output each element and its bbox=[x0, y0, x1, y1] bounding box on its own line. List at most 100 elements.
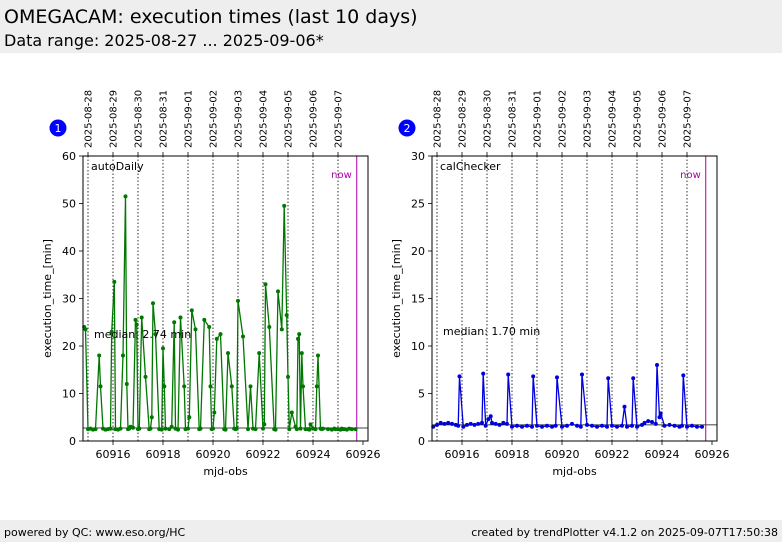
data-point bbox=[121, 353, 125, 358]
data-point bbox=[246, 427, 250, 432]
y-tick-label: 30 bbox=[411, 150, 425, 163]
y-tick-label: 25 bbox=[411, 198, 425, 211]
data-point bbox=[505, 421, 509, 426]
data-point bbox=[314, 384, 319, 389]
data-point bbox=[695, 424, 699, 429]
data-point bbox=[510, 424, 514, 429]
y-tick-label: 60 bbox=[62, 150, 76, 163]
data-point bbox=[442, 421, 447, 426]
data-point bbox=[672, 423, 677, 428]
panel-label: calChecker bbox=[440, 160, 501, 173]
data-point bbox=[273, 427, 278, 432]
panel-number-badge bbox=[49, 119, 67, 137]
data-point bbox=[93, 427, 98, 432]
header-bar: OMEGACAM: execution times (last 10 days)… bbox=[0, 0, 782, 53]
date-tick-label: 2025-09-01 bbox=[184, 90, 195, 148]
median-label: median: 1.70 min bbox=[443, 325, 540, 338]
data-point bbox=[680, 423, 684, 428]
data-point bbox=[461, 424, 466, 429]
data-point bbox=[83, 327, 88, 332]
data-point bbox=[550, 424, 554, 429]
date-tick-label: 2025-08-28 bbox=[433, 90, 444, 148]
panel-number-label: 2 bbox=[404, 122, 411, 135]
data-point bbox=[655, 363, 659, 367]
data-point bbox=[615, 424, 619, 429]
date-tick-label: 2025-09-05 bbox=[284, 90, 295, 148]
data-point bbox=[308, 422, 313, 427]
y-tick-label: 10 bbox=[62, 388, 76, 401]
data-point bbox=[212, 410, 217, 415]
y-tick-label: 20 bbox=[62, 340, 76, 353]
x-tick-label: 60918 bbox=[495, 448, 530, 461]
x-tick-label: 60920 bbox=[545, 448, 580, 461]
panel-number-label: 1 bbox=[55, 122, 62, 135]
data-point bbox=[450, 421, 454, 426]
data-point bbox=[540, 424, 544, 429]
data-point bbox=[530, 424, 534, 429]
data-point bbox=[488, 414, 493, 419]
data-point bbox=[182, 384, 187, 389]
data-point bbox=[620, 423, 624, 428]
data-point bbox=[650, 420, 654, 424]
date-tick-label: 2025-09-06 bbox=[309, 90, 320, 148]
data-point bbox=[349, 427, 354, 432]
date-tick-label: 2025-08-28 bbox=[84, 90, 95, 148]
data-point bbox=[169, 424, 174, 429]
data-point bbox=[685, 424, 689, 429]
data-point bbox=[137, 426, 142, 431]
data-point bbox=[172, 320, 177, 325]
data-point bbox=[515, 423, 519, 428]
date-tick-label: 2025-09-02 bbox=[558, 90, 569, 148]
data-point bbox=[553, 423, 558, 428]
data-point bbox=[657, 415, 662, 420]
data-point bbox=[248, 384, 253, 389]
data-point bbox=[143, 374, 148, 379]
chart-panel-1: 1 2025-08-28 2025-08-29 2025-08-30 2025-08-3… bbox=[41, 90, 381, 478]
data-point bbox=[456, 423, 461, 428]
date-tick-label: 2025-09-04 bbox=[608, 90, 619, 148]
y-axis-label: execution_time_[min] bbox=[41, 239, 54, 358]
data-point bbox=[313, 427, 318, 432]
panel-number-badge bbox=[398, 119, 416, 137]
x-axis-label: mjd-obs bbox=[203, 465, 248, 478]
data-point bbox=[316, 353, 320, 358]
data-point bbox=[326, 427, 330, 432]
now-label: now bbox=[331, 170, 352, 181]
data-point bbox=[131, 425, 135, 430]
y-tick-label: 0 bbox=[418, 435, 425, 448]
x-tick-label: 60916 bbox=[96, 448, 131, 461]
x-tick-label: 60920 bbox=[196, 448, 231, 461]
y-tick-label: 15 bbox=[411, 293, 425, 306]
data-point bbox=[700, 424, 704, 429]
data-point bbox=[187, 415, 192, 420]
data-point bbox=[234, 426, 239, 431]
data-point bbox=[321, 426, 325, 431]
y-tick-label: 50 bbox=[62, 198, 76, 211]
data-point bbox=[565, 423, 569, 428]
date-tick-label: 2025-08-30 bbox=[483, 90, 494, 148]
data-point bbox=[198, 426, 203, 431]
data-point bbox=[207, 325, 212, 329]
data-point bbox=[159, 427, 164, 432]
data-point bbox=[229, 384, 234, 389]
data-point bbox=[299, 351, 304, 356]
data-point bbox=[294, 427, 299, 432]
data-point bbox=[133, 317, 138, 322]
data-point bbox=[501, 420, 506, 425]
data-point bbox=[267, 325, 272, 329]
data-point bbox=[642, 420, 647, 425]
data-point bbox=[646, 419, 651, 424]
data-point bbox=[476, 421, 481, 426]
data-point bbox=[555, 375, 559, 380]
data-point bbox=[178, 315, 183, 320]
data-point bbox=[690, 423, 694, 428]
data-point bbox=[139, 315, 144, 320]
data-point bbox=[468, 421, 473, 426]
date-tick-label: 2025-09-03 bbox=[234, 90, 245, 148]
median-label: median: 2.74 min bbox=[94, 328, 191, 341]
data-point bbox=[151, 301, 155, 306]
data-point bbox=[223, 427, 228, 432]
data-point bbox=[585, 422, 589, 427]
data-point bbox=[279, 327, 284, 332]
data-point bbox=[289, 410, 294, 415]
